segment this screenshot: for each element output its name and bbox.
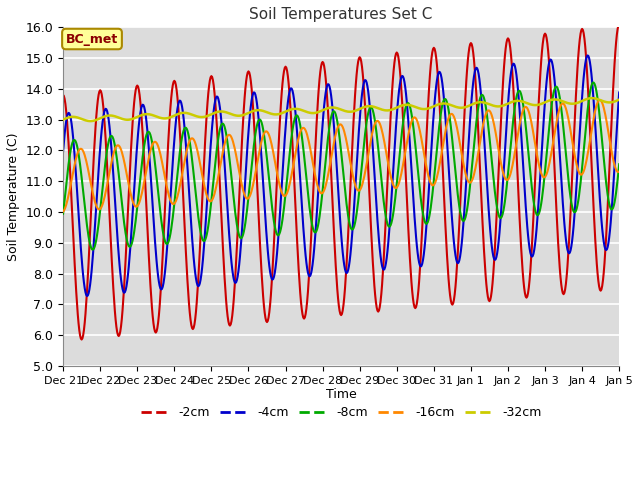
Title: Soil Temperatures Set C: Soil Temperatures Set C	[250, 7, 433, 22]
Y-axis label: Soil Temperature (C): Soil Temperature (C)	[7, 132, 20, 261]
Text: BC_met: BC_met	[66, 33, 118, 46]
X-axis label: Time: Time	[326, 388, 356, 401]
Legend: -2cm, -4cm, -8cm, -16cm, -32cm: -2cm, -4cm, -8cm, -16cm, -32cm	[136, 401, 547, 424]
